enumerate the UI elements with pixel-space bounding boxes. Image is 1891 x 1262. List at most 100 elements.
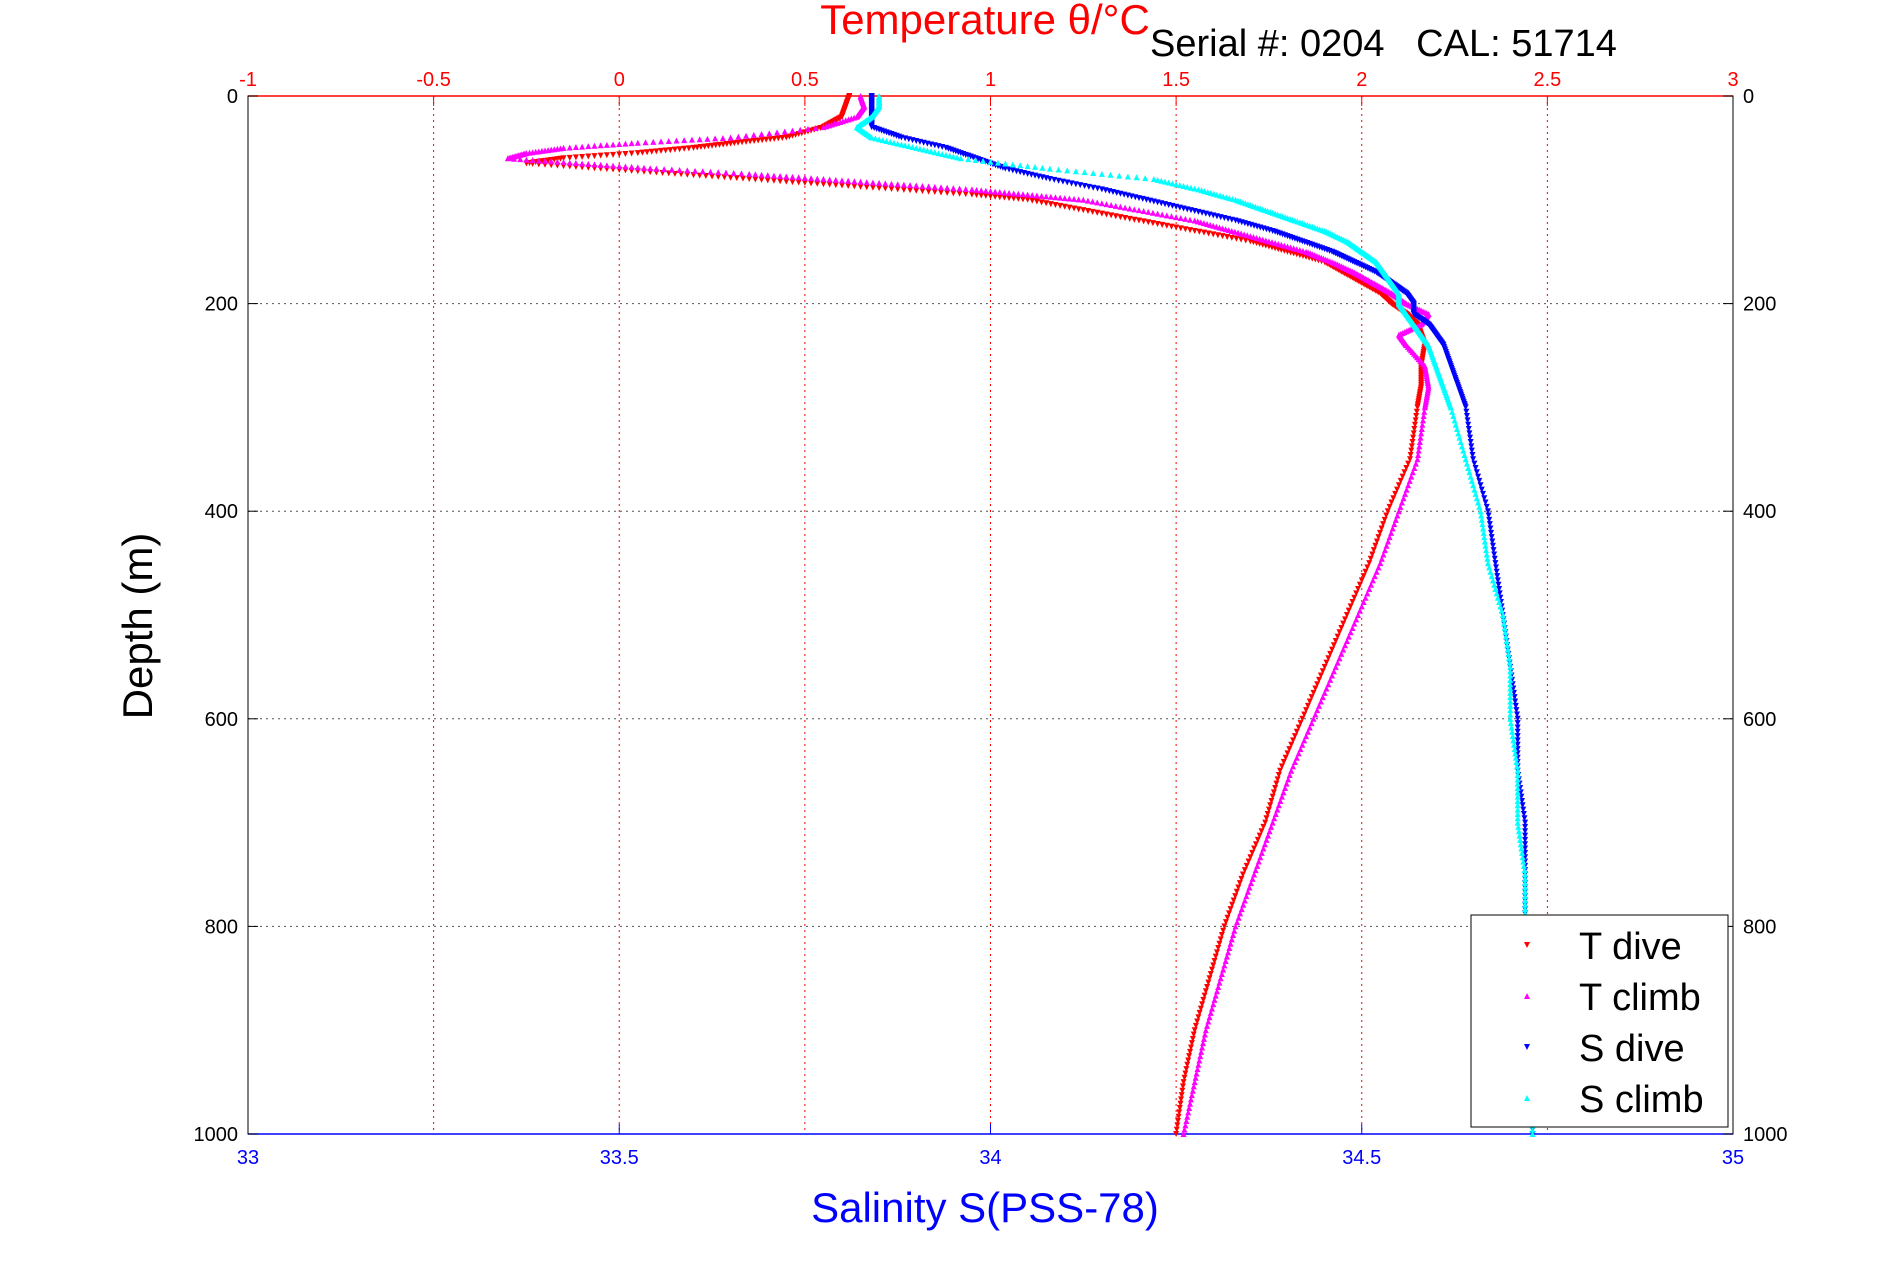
data-point [764, 172, 771, 179]
data-point [913, 144, 920, 151]
data-point [1284, 750, 1291, 757]
data-point [1355, 586, 1362, 593]
data-point [1220, 966, 1227, 973]
data-point [1224, 914, 1231, 921]
data-point [973, 192, 980, 199]
data-point [1501, 620, 1508, 627]
data-point [1217, 936, 1224, 943]
data-point [1342, 616, 1349, 623]
data-point [1507, 702, 1514, 709]
data-point [1094, 209, 1101, 216]
data-point [1200, 1040, 1207, 1047]
data-point [1484, 555, 1491, 562]
data-point [1221, 962, 1228, 969]
data-point [1371, 573, 1378, 580]
data-point [946, 152, 953, 159]
data-point [1489, 577, 1496, 584]
data-point [1214, 232, 1221, 239]
data-point [1508, 724, 1515, 731]
data-point [1388, 499, 1395, 506]
data-point [1186, 1105, 1193, 1112]
data-point [1064, 179, 1071, 186]
data-point [1477, 482, 1484, 489]
data-point [740, 175, 746, 182]
data-point [1378, 525, 1385, 532]
data-point [650, 138, 657, 145]
salinity-tick-label: 34.5 [1342, 1147, 1381, 1169]
data-point [996, 194, 1003, 201]
salinity-tick-label: 34 [979, 1147, 1001, 1169]
data-point [1353, 590, 1360, 597]
data-point [1486, 516, 1493, 523]
data-point [1460, 447, 1467, 454]
data-point [1072, 168, 1079, 175]
data-point [1180, 182, 1187, 189]
data-point [1043, 193, 1050, 200]
data-point [1199, 1001, 1206, 1008]
data-point [1213, 949, 1220, 956]
temperature-tick-label: 0 [614, 69, 625, 91]
data-point [684, 167, 691, 174]
data-point [1343, 637, 1350, 644]
data-point [832, 182, 839, 189]
data-point [1201, 992, 1208, 999]
data-point [931, 149, 938, 156]
data-point [1163, 212, 1170, 219]
data-point [1405, 460, 1412, 467]
data-point [1317, 672, 1324, 679]
data-point [1098, 210, 1105, 217]
data-point [752, 171, 759, 178]
data-point [1057, 194, 1064, 201]
data-point [1047, 201, 1054, 208]
data-point [1270, 789, 1277, 796]
data-point [1236, 880, 1243, 887]
data-point [1304, 728, 1311, 735]
depth-tick-label-left: 400 [205, 501, 238, 523]
data-point [1052, 194, 1059, 201]
data-point [1408, 443, 1415, 450]
data-point [1202, 988, 1209, 995]
data-point [931, 189, 938, 196]
data-point [1410, 430, 1417, 437]
legend-marker [1524, 1095, 1530, 1101]
data-point [1006, 189, 1013, 196]
data-point [1407, 456, 1414, 463]
data-point [1498, 607, 1505, 614]
data-point [869, 184, 876, 191]
data-point [1272, 785, 1279, 791]
data-point [1108, 212, 1115, 219]
data-point [1201, 1031, 1208, 1038]
data-point [1269, 793, 1276, 800]
data-point [1514, 785, 1521, 791]
data-point [1362, 568, 1369, 575]
temperature-tick-label: -0.5 [416, 69, 450, 91]
data-point [1179, 1087, 1186, 1094]
data-point [845, 182, 852, 189]
data-point [894, 181, 901, 188]
data-point [1142, 175, 1149, 182]
data-point [913, 187, 920, 194]
data-point [1195, 1014, 1202, 1021]
data-point [1491, 555, 1498, 562]
data-point [1356, 581, 1363, 588]
data-point [1413, 413, 1420, 420]
salinity-tick-label: 35 [1722, 1147, 1744, 1169]
temperature-tick-label: 2.5 [1533, 69, 1561, 91]
data-point [747, 138, 754, 145]
data-point [1366, 560, 1373, 567]
data-point [789, 179, 796, 186]
data-point [572, 154, 579, 161]
data-point [751, 137, 758, 144]
data-point [1358, 603, 1365, 610]
data-point [1362, 594, 1369, 601]
data-point [746, 170, 753, 177]
data-point [1187, 1100, 1194, 1107]
data-point [1520, 810, 1527, 817]
data-point [845, 177, 852, 184]
data-point [511, 155, 518, 162]
data-point [1469, 451, 1476, 458]
data-point [1506, 655, 1513, 662]
data-point [1368, 581, 1375, 588]
temperature-tick-label: 1 [985, 69, 996, 91]
